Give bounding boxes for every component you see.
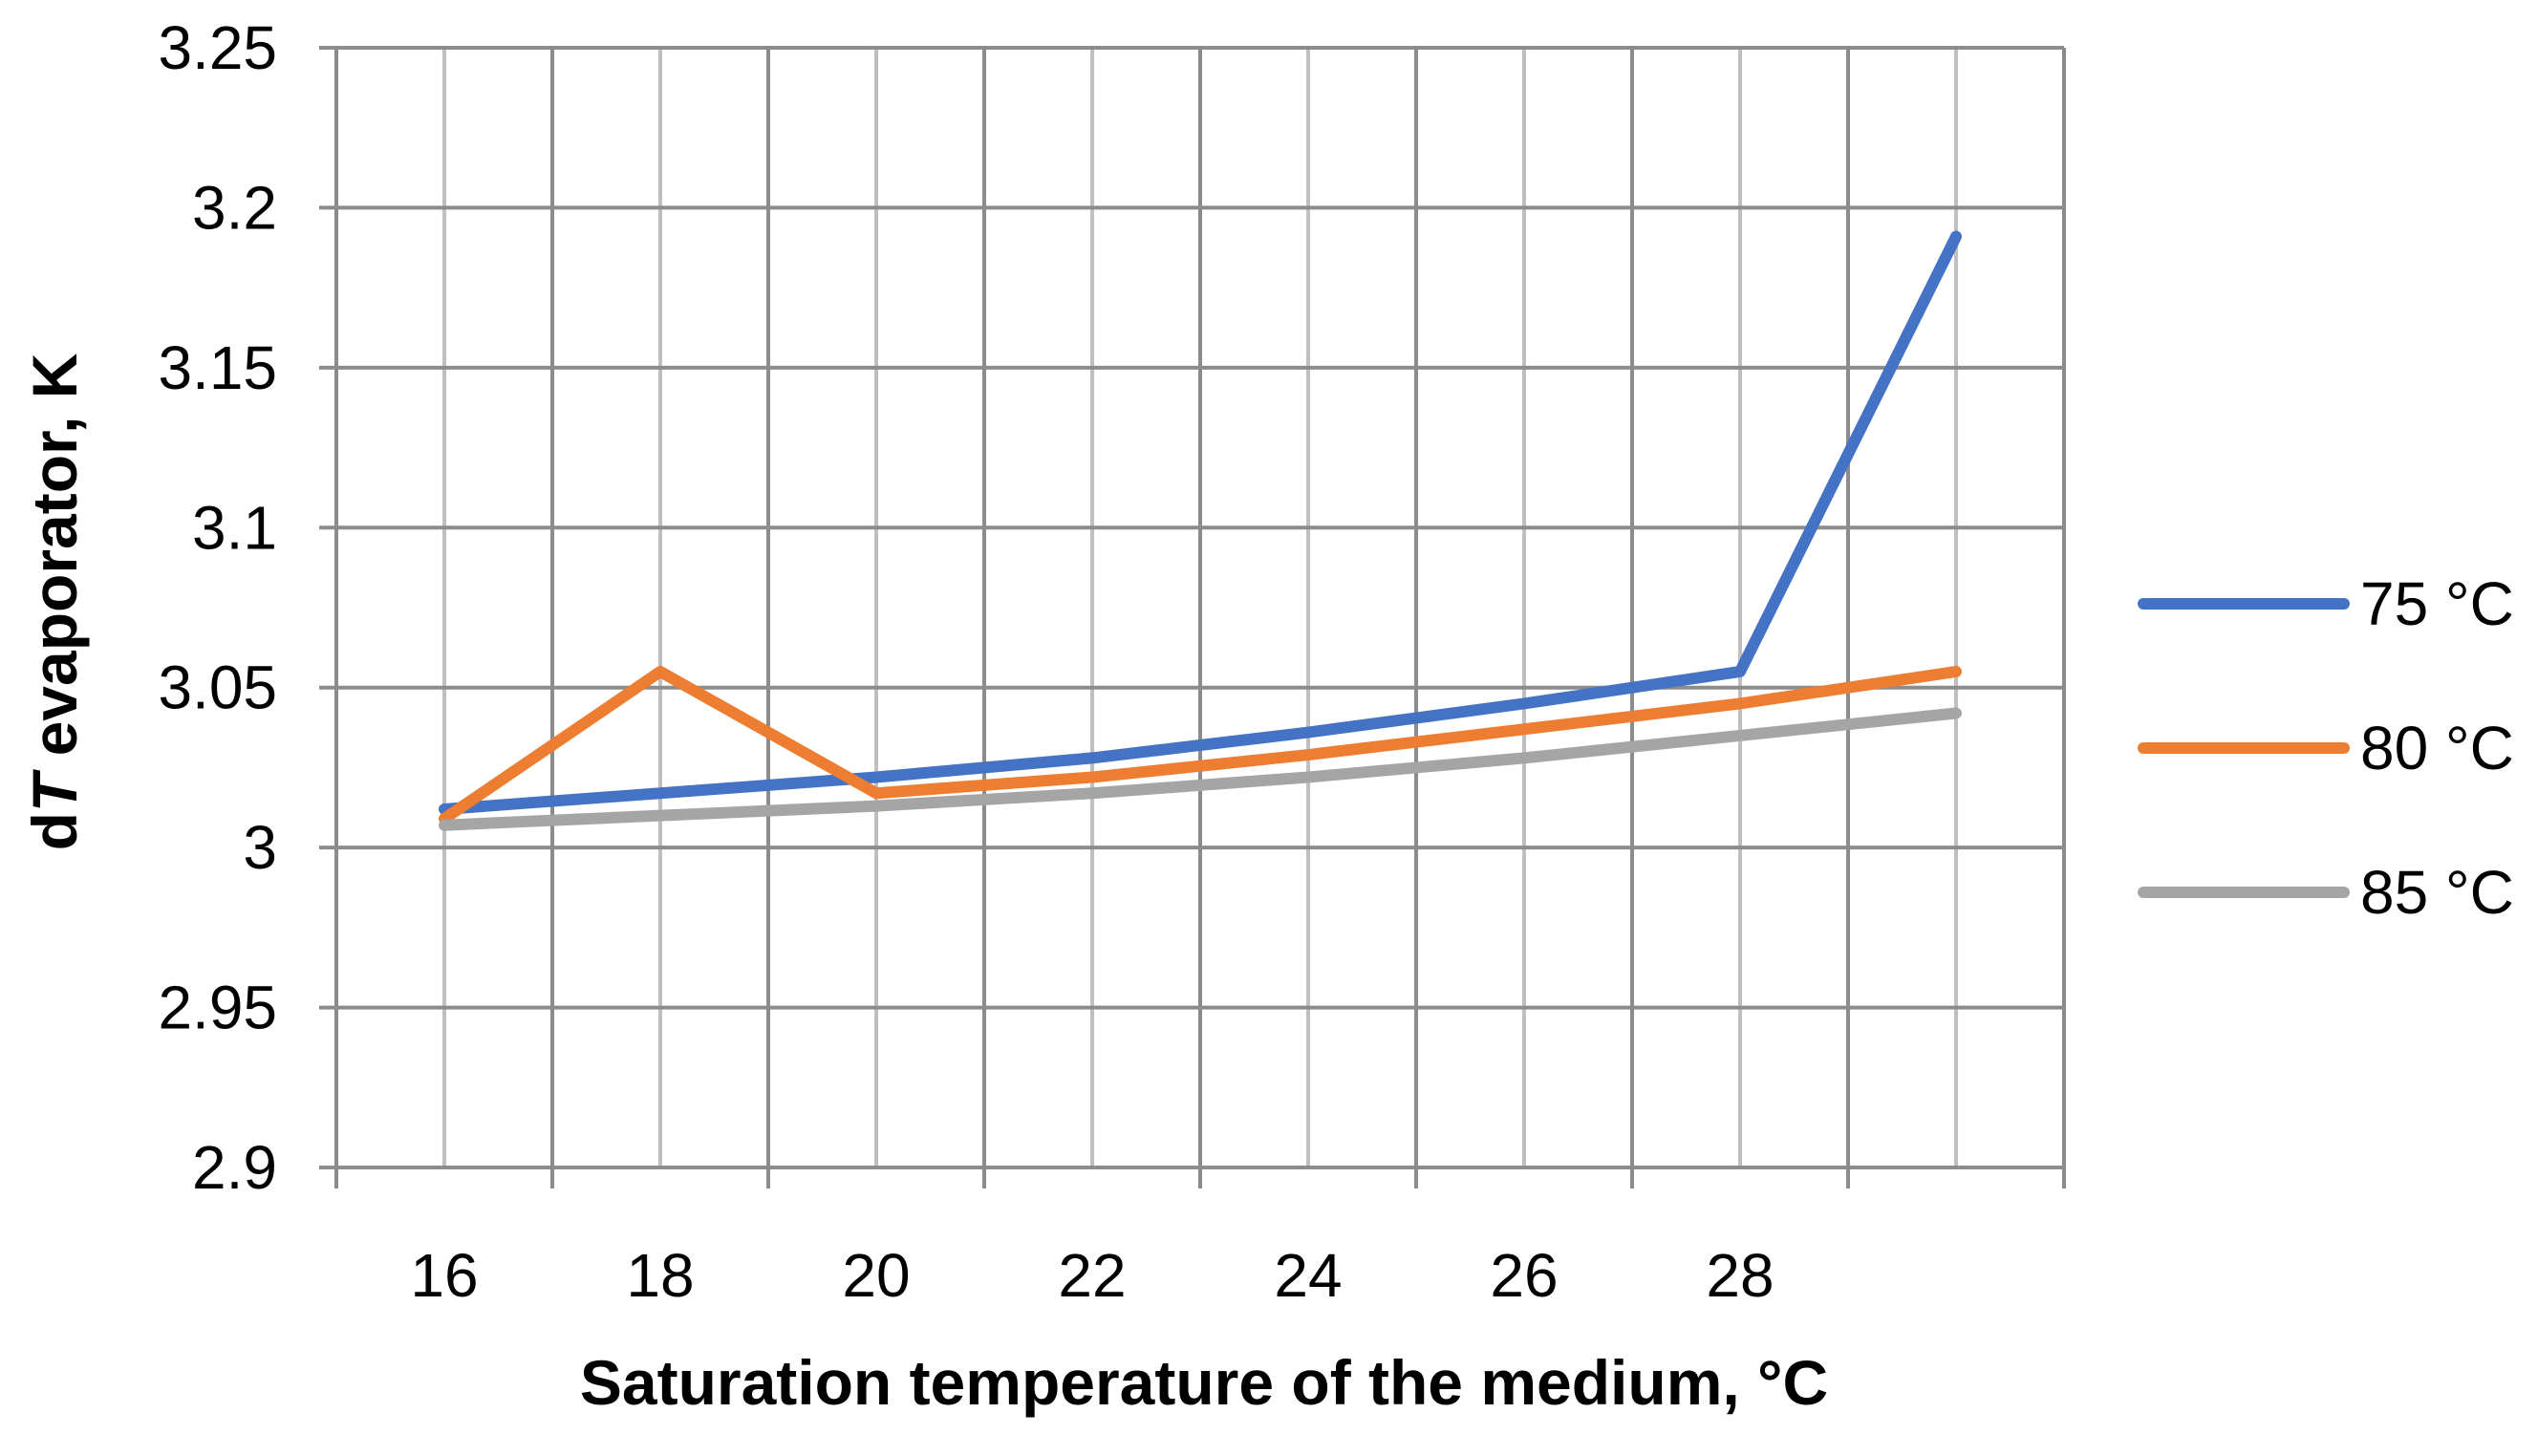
y-axis-title-prefix: d: [19, 812, 90, 850]
legend-label-1: 75 °C: [2360, 569, 2514, 638]
y-axis-title: dT evaporator, K: [19, 353, 90, 850]
x-tick-label: 22: [1058, 1241, 1126, 1310]
series-line-1: [439, 230, 1962, 815]
x-tick-labels: 16 18 20 22 24 26 28: [410, 1241, 1774, 1310]
y-tick-label: 3: [243, 813, 277, 882]
axes: [319, 46, 2066, 1188]
legend: 75 °C 80 °C 85 °C: [2138, 569, 2514, 927]
y-tick-label: 3.15: [158, 333, 277, 402]
y-tick-labels: 2.9 2.95 3 3.05 3.1 3.15 3.2 3.25: [158, 13, 277, 1202]
legend-label-3: 85 °C: [2360, 858, 2514, 927]
x-tick-label: 28: [1706, 1241, 1774, 1310]
y-tick-label: 3.1: [192, 493, 277, 562]
y-tick-label: 3.2: [192, 173, 277, 242]
x-tick-label: 16: [410, 1241, 478, 1310]
x-tick-label: 26: [1490, 1241, 1558, 1310]
series-group: [439, 230, 1962, 831]
y-tick-label: 3.25: [158, 13, 277, 82]
y-tick-label: 2.9: [192, 1133, 277, 1202]
series-line-3: [439, 707, 1962, 831]
x-tick-label: 20: [842, 1241, 910, 1310]
legend-label-2: 80 °C: [2360, 714, 2514, 782]
y-axis-title-italic: T: [19, 769, 90, 812]
x-tick-label: 24: [1274, 1241, 1342, 1310]
x-tick-label: 18: [626, 1241, 694, 1310]
y-axis-title-suffix: evaporator, K: [19, 353, 90, 773]
series-line-2: [439, 665, 1962, 825]
y-tick-label: 3.05: [158, 653, 277, 722]
x-axis-title: Saturation temperature of the medium, °C: [580, 1347, 1828, 1418]
grid: [334, 46, 2066, 1169]
y-tick-label: 2.95: [158, 974, 277, 1042]
